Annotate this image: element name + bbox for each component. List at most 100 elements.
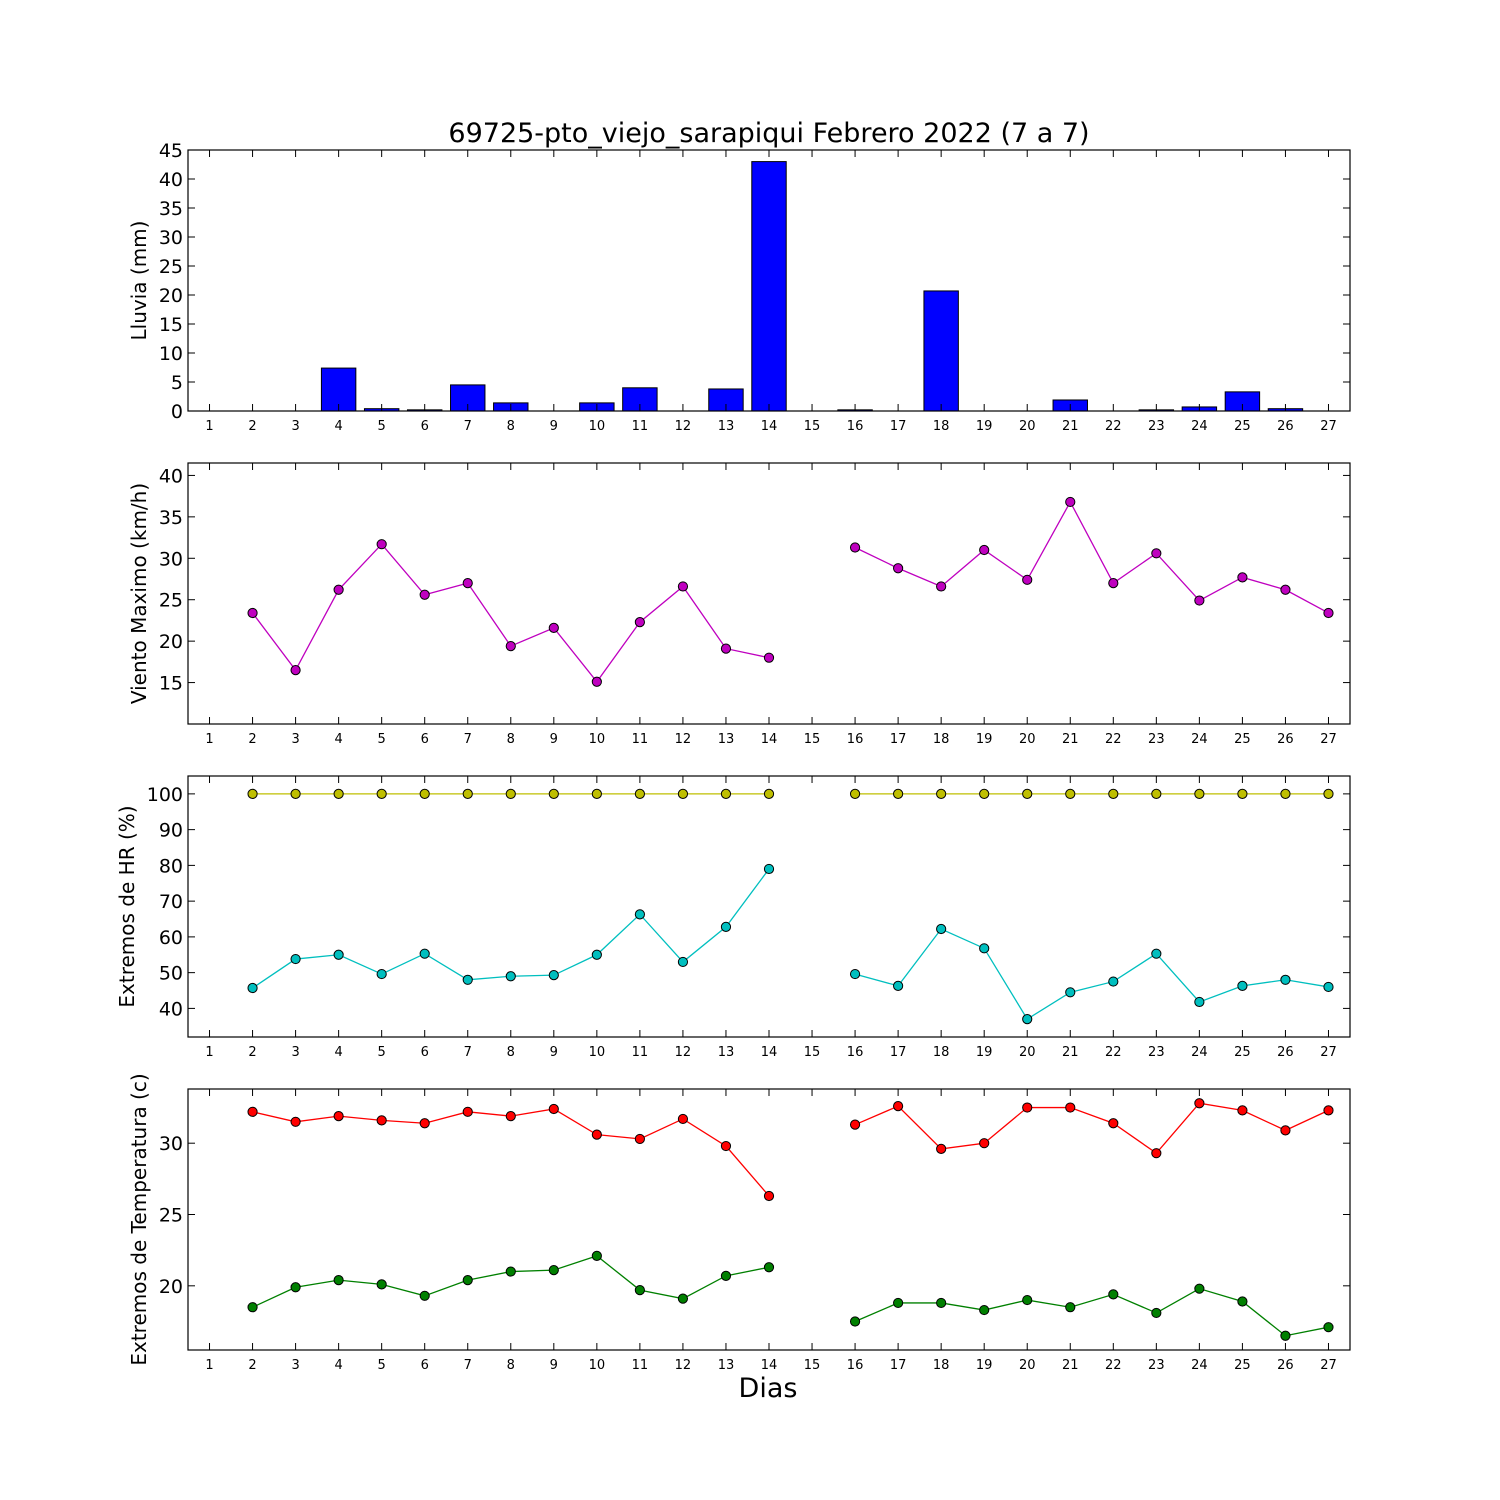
series-2-point-day-3 [290, 1282, 301, 1293]
x-tick-label: 4 [334, 1045, 342, 1060]
chart-title: 69725-pto_viejo_sarapiqui Febrero 2022 (… [448, 118, 1089, 149]
series-2-point-day-26 [1280, 1330, 1291, 1341]
series-1-point-day-14 [763, 788, 775, 799]
series-1-point-day-12 [677, 1113, 689, 1125]
series-2-point-day-20 [1022, 1014, 1033, 1025]
x-tick-label: 27 [1320, 732, 1337, 747]
series-1-point-day-22 [1108, 578, 1119, 589]
series-1-point-day-7 [462, 1106, 473, 1117]
series-2-point-day-6 [419, 948, 430, 959]
series-1-line-1 [252, 543, 770, 683]
x-tick-label: 23 [1148, 732, 1165, 747]
x-tick-label: 26 [1277, 419, 1294, 434]
y-tick-label: 20 [159, 285, 183, 307]
x-tick-label: 22 [1105, 1045, 1122, 1060]
x-tick-label: 8 [507, 1045, 515, 1060]
plot-frame [187, 462, 1351, 725]
x-tick-label: 10 [589, 419, 606, 434]
series-2-point-day-10 [591, 1250, 602, 1261]
series-2-point-day-19 [979, 1304, 990, 1316]
x-tick-label: 6 [421, 419, 429, 434]
x-tick-label: 10 [589, 1045, 606, 1060]
x-tick-label: 6 [421, 732, 429, 747]
y-tick-label: 80 [159, 855, 183, 877]
series-1-point-day-3 [290, 788, 301, 799]
x-tick-label: 11 [632, 1358, 649, 1373]
x-tick-label: 9 [550, 1045, 558, 1060]
x-tick-label: 19 [976, 419, 993, 434]
x-tick-label: 4 [334, 1358, 342, 1373]
x-tick-label: 23 [1148, 419, 1165, 434]
series-2-point-day-20 [1022, 1294, 1033, 1306]
series-1-point-day-19 [979, 544, 990, 556]
series-1-point-day-18 [936, 1143, 947, 1155]
series-1-point-day-17 [893, 788, 904, 799]
series-1-point-day-22 [1108, 1118, 1119, 1129]
series-2-point-day-17 [893, 980, 904, 991]
series-1-line-2 [854, 500, 1329, 614]
series-1-point-day-26 [1280, 1125, 1291, 1136]
series-1-point-day-26 [1280, 788, 1291, 799]
x-tick-label: 16 [847, 1045, 864, 1060]
x-tick-label: 27 [1320, 419, 1337, 434]
series-2-point-day-27 [1323, 981, 1334, 993]
series-1-point-day-26 [1280, 584, 1291, 595]
series-1-point-day-18 [936, 788, 947, 799]
x-tick-label: 22 [1105, 1358, 1122, 1373]
series-1-point-day-7 [462, 788, 473, 799]
series-1-point-day-8 [505, 1111, 516, 1122]
series-2-point-day-5 [376, 1279, 387, 1290]
series-1-point-day-5 [376, 1115, 387, 1126]
y-tick-label: 45 [159, 140, 183, 162]
series-2-point-day-12 [677, 956, 689, 968]
series-1-point-day-6 [419, 589, 430, 600]
series-2-point-day-17 [893, 1297, 904, 1309]
x-tick-label: 9 [550, 419, 558, 434]
y-tick-label: 15 [159, 314, 183, 336]
y-tick-label: 25 [159, 590, 183, 612]
y-tick-label: 100 [147, 784, 183, 806]
x-tick-label: 17 [890, 1358, 907, 1373]
series-1-point-day-27 [1323, 788, 1334, 799]
series-1-point-day-25 [1237, 1105, 1248, 1116]
x-tick-label: 5 [378, 1045, 386, 1060]
x-tick-label: 12 [675, 732, 692, 747]
series-2-point-day-18 [936, 923, 947, 935]
series-2-point-day-19 [979, 943, 990, 954]
series-2-point-day-27 [1323, 1322, 1334, 1333]
y-tick-label: 15 [159, 673, 183, 695]
series-1-point-day-3 [290, 665, 301, 676]
x-tick-label: 2 [248, 732, 256, 747]
series-1-point-day-13 [720, 788, 732, 799]
y-tick-label: 90 [159, 820, 183, 842]
x-tick-label: 2 [248, 1045, 256, 1060]
series-1-point-day-21 [1065, 496, 1076, 508]
x-tick-label: 10 [589, 1358, 606, 1373]
series-2-point-day-23 [1151, 948, 1162, 959]
x-tick-label: 14 [761, 732, 778, 747]
y-tick-label: 20 [159, 1276, 183, 1298]
x-tick-label: 17 [890, 1045, 907, 1060]
series-1-point-day-5 [376, 788, 387, 799]
x-tick-label: 22 [1105, 419, 1122, 434]
x-tick-label: 5 [378, 732, 386, 747]
series-2-point-day-25 [1237, 980, 1248, 991]
series-1-point-day-14 [763, 652, 775, 663]
x-tick-label: 19 [976, 1358, 993, 1373]
series-1-point-day-23 [1151, 548, 1162, 559]
series-2-point-day-12 [677, 1293, 689, 1304]
x-tick-label: 15 [804, 732, 821, 747]
series-2-point-day-24 [1194, 996, 1205, 1008]
y-tick-label: 30 [159, 227, 183, 249]
series-1-point-day-25 [1237, 572, 1248, 583]
x-tick-label: 11 [632, 732, 649, 747]
x-tick-label: 24 [1191, 1358, 1208, 1373]
x-tick-label: 16 [847, 1358, 864, 1373]
series-2-point-day-13 [720, 1270, 732, 1281]
series-1-point-day-4 [333, 788, 344, 799]
x-tick-label: 25 [1234, 732, 1251, 747]
y-tick-label: 30 [159, 1133, 183, 1155]
x-tick-label: 24 [1191, 732, 1208, 747]
series-1-point-day-11 [634, 616, 645, 628]
